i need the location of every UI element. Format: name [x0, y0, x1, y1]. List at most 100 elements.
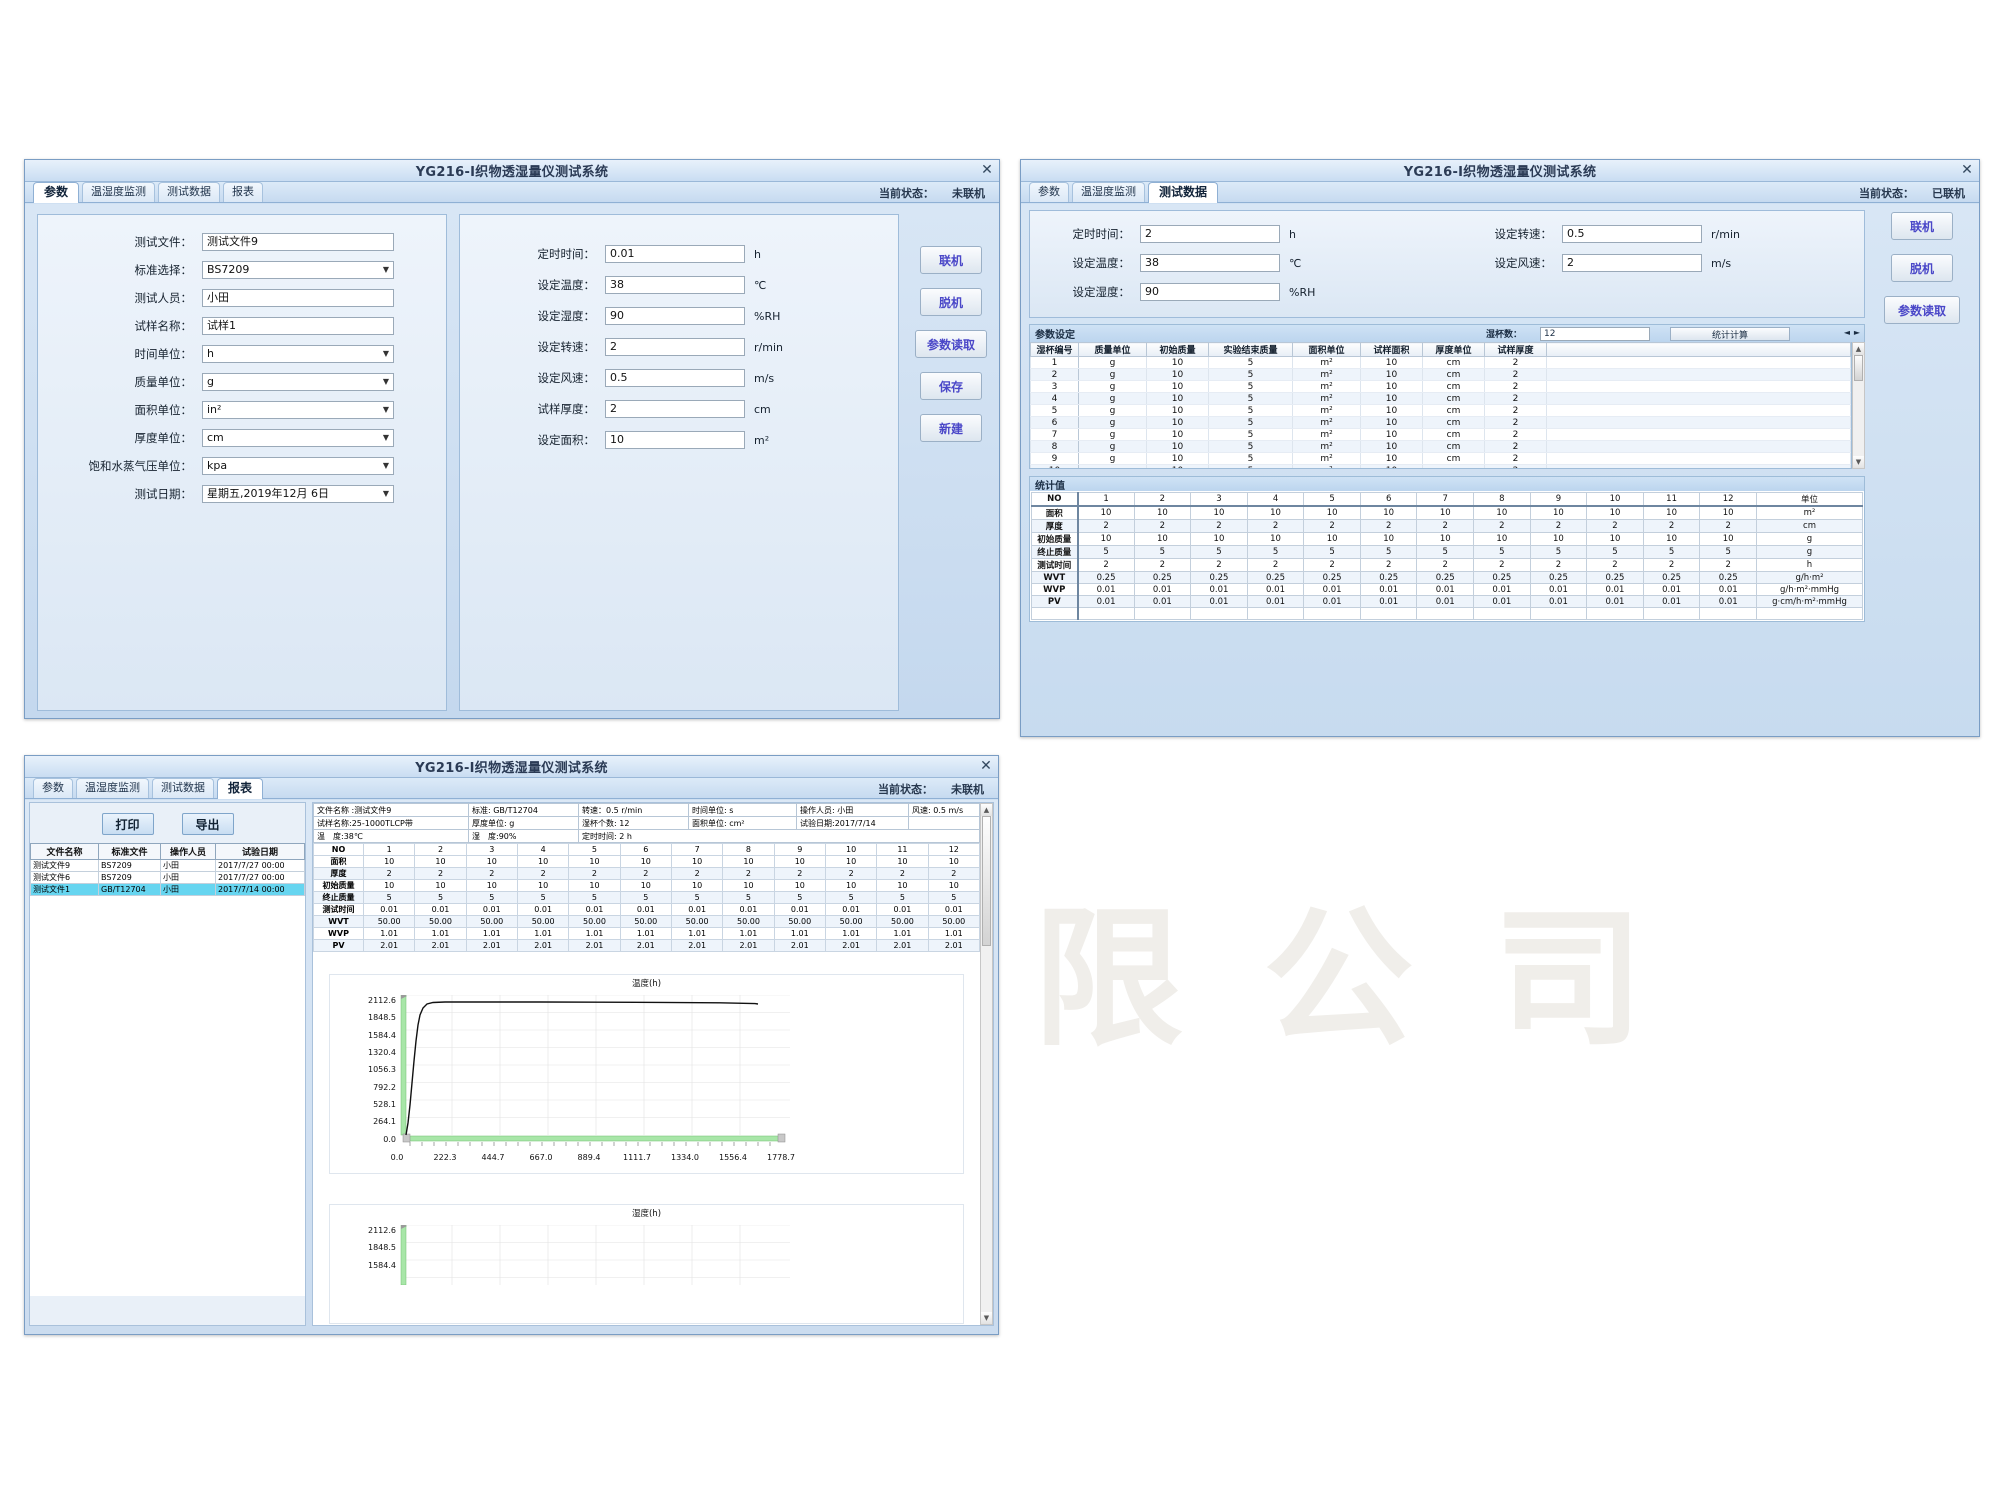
set-wind-speed-input[interactable]: 0.5 — [605, 369, 745, 387]
read-parameters-button[interactable]: 参数读取 — [915, 330, 987, 358]
col-4: 4 — [516, 843, 570, 856]
table-row[interactable]: 7 g 10 5 m² 10 cm 2 — [1030, 428, 1851, 441]
tab-monitor[interactable]: 温湿度监测 — [1072, 182, 1145, 202]
tab-params[interactable]: 参数 — [33, 778, 73, 798]
timer-duration-input[interactable]: 2 — [1140, 225, 1280, 243]
table-row[interactable]: 6 g 10 5 m² 10 cm 2 — [1030, 416, 1851, 429]
cell-cup-no: 8 — [1030, 440, 1079, 453]
cell-unit — [1756, 607, 1863, 620]
mass-unit-select[interactable]: g ▼ — [202, 373, 394, 391]
cell: 50.00 — [670, 915, 724, 928]
scroll-up-icon[interactable]: ▲ — [981, 804, 992, 816]
scroll-down-icon[interactable]: ▼ — [981, 1312, 992, 1324]
field-row: 设定面积： 10 m² — [460, 427, 898, 453]
col-3: 3 — [465, 843, 518, 856]
cup-count-input[interactable]: 12 — [1540, 327, 1650, 341]
col-init-mass: 初始质量 — [1146, 342, 1209, 357]
connect-button[interactable]: 联机 — [1891, 212, 1953, 240]
scrollbar-track[interactable] — [981, 946, 992, 1312]
scrollbar-thumb[interactable] — [982, 816, 991, 946]
table-row[interactable]: 9 g 10 5 m² 10 cm 2 — [1030, 452, 1851, 465]
list-item-selected[interactable]: 测试文件1 GB/T12704 小田 2017/7/14 00:00 — [30, 883, 305, 896]
new-button[interactable]: 新建 — [920, 414, 982, 442]
standard-select[interactable]: BS7209 ▼ — [202, 261, 394, 279]
tab-params[interactable]: 参数 — [33, 182, 80, 203]
set-temperature-input[interactable]: 38 — [1140, 254, 1280, 272]
table-row[interactable]: 10g105m²10cm2 — [1030, 464, 1851, 468]
thickness-unit-select[interactable]: cm ▼ — [202, 429, 394, 447]
sample-thickness-input[interactable]: 2 — [605, 400, 745, 418]
list-item[interactable]: 测试文件6 BS7209 小田 2017/7/27 00:00 — [30, 871, 305, 884]
list-item[interactable]: 测试文件9 BS7209 小田 2017/7/27 00:00 — [30, 859, 305, 872]
cell: 2 — [1190, 519, 1248, 533]
read-parameters-button[interactable]: 参数读取 — [1884, 296, 1960, 324]
cup-table-scrollbar[interactable]: ▲ ▼ — [1852, 342, 1865, 469]
scrollbar-track[interactable] — [1853, 381, 1864, 456]
spinner-prev-icon[interactable]: ◄ — [1843, 328, 1850, 337]
close-icon[interactable]: ✕ — [1961, 161, 1973, 178]
table-row[interactable]: 1 g 10 5 m² 10 cm 2 — [1030, 356, 1851, 369]
cell: 2 — [1484, 452, 1547, 465]
cell: 0.01 — [1586, 595, 1644, 608]
set-wind-speed-input[interactable]: 2 — [1562, 254, 1702, 272]
test-file-input[interactable]: 测试文件9 — [202, 233, 394, 251]
print-button[interactable]: 打印 — [101, 813, 154, 835]
table-row[interactable]: 5 g 10 5 m² 10 cm 2 — [1030, 404, 1851, 417]
tab-params[interactable]: 参数 — [1029, 182, 1069, 202]
table-row[interactable]: 2 g 10 5 m² 10 cm 2 — [1030, 368, 1851, 381]
cell: 10 — [1642, 505, 1701, 520]
table-row: 厚度 2 2 2 2 2 2 2 2 2 2 2 2 cm — [1031, 519, 1863, 533]
cell: 1.01 — [465, 927, 518, 940]
scrollbar-thumb[interactable] — [1854, 355, 1863, 381]
disconnect-button[interactable]: 脱机 — [920, 288, 982, 316]
cell — [1077, 607, 1135, 620]
cell: 10 — [1303, 505, 1361, 520]
save-button[interactable]: 保存 — [920, 372, 982, 400]
close-icon[interactable]: ✕ — [981, 161, 993, 178]
table-row: PV 0.01 0.01 0.01 0.01 0.01 0.01 0.01 0.01 0.01 0.… — [1031, 595, 1863, 608]
cell-unit: g/h·m² — [1756, 571, 1863, 584]
tab-monitor[interactable]: 温湿度监测 — [82, 182, 156, 202]
time-unit-select[interactable]: h ▼ — [202, 345, 394, 363]
cell: g — [1078, 440, 1147, 453]
left-fields: 测试文件： 测试文件9 标准选择： BS7209 ▼ 测试人员： 小田 试样名称… — [38, 229, 446, 507]
vapour-pressure-unit-select[interactable]: kpa ▼ — [202, 457, 394, 475]
cell: 10 — [722, 855, 775, 868]
set-humidity-input[interactable]: 90 — [1140, 283, 1280, 301]
tab-testdata[interactable]: 测试数据 — [1148, 182, 1219, 203]
set-rotation-speed-input[interactable]: 2 — [605, 338, 745, 356]
export-button[interactable]: 导出 — [181, 813, 234, 835]
cell: 5 — [1208, 440, 1293, 453]
scroll-down-icon[interactable]: ▼ — [1853, 456, 1864, 468]
cell: 10 — [568, 879, 621, 892]
table-row[interactable]: 4 g 10 5 m² 10 cm 2 — [1030, 392, 1851, 405]
tab-testdata[interactable]: 测试数据 — [152, 778, 214, 798]
spinner-next-icon[interactable]: ► — [1853, 328, 1860, 337]
cell: 0.01 — [1190, 583, 1248, 596]
tab-report[interactable]: 报表 — [217, 778, 264, 799]
tester-input[interactable]: 小田 — [202, 289, 394, 307]
tab-report[interactable]: 报表 — [223, 182, 264, 202]
disconnect-button[interactable]: 脱机 — [1891, 254, 1953, 282]
standard-select-value: BS7209 — [207, 263, 250, 276]
timer-duration-input[interactable]: 0.01 — [605, 245, 745, 263]
set-rotation-speed-input[interactable]: 0.5 — [1562, 225, 1702, 243]
table-row[interactable]: 3 g 10 5 m² 10 cm 2 — [1030, 380, 1851, 393]
report-scrollbar[interactable]: ▲ ▼ — [980, 803, 993, 1325]
cell: 2.01 — [568, 939, 621, 952]
cell-file-name: 测试文件6 — [30, 871, 99, 884]
close-icon[interactable]: ✕ — [980, 757, 992, 774]
set-area-input[interactable]: 10 — [605, 431, 745, 449]
sample-name-input[interactable]: 试样1 — [202, 317, 394, 335]
tab-monitor[interactable]: 温湿度监测 — [76, 778, 149, 798]
area-unit-select[interactable]: in² ▼ — [202, 401, 394, 419]
cell: 0.01 — [1303, 595, 1361, 608]
connect-button[interactable]: 联机 — [920, 246, 982, 274]
test-date-picker[interactable]: 星期五,2019年12月 6日 ▼ — [202, 485, 394, 503]
set-temperature-input[interactable]: 38 — [605, 276, 745, 294]
tab-testdata[interactable]: 测试数据 — [158, 182, 221, 202]
set-humidity-input[interactable]: 90 — [605, 307, 745, 325]
table-row[interactable]: 8 g 10 5 m² 10 cm 2 — [1030, 440, 1851, 453]
scroll-up-icon[interactable]: ▲ — [1853, 343, 1864, 355]
statistics-calculate-button[interactable]: 统计计算 — [1670, 327, 1790, 341]
